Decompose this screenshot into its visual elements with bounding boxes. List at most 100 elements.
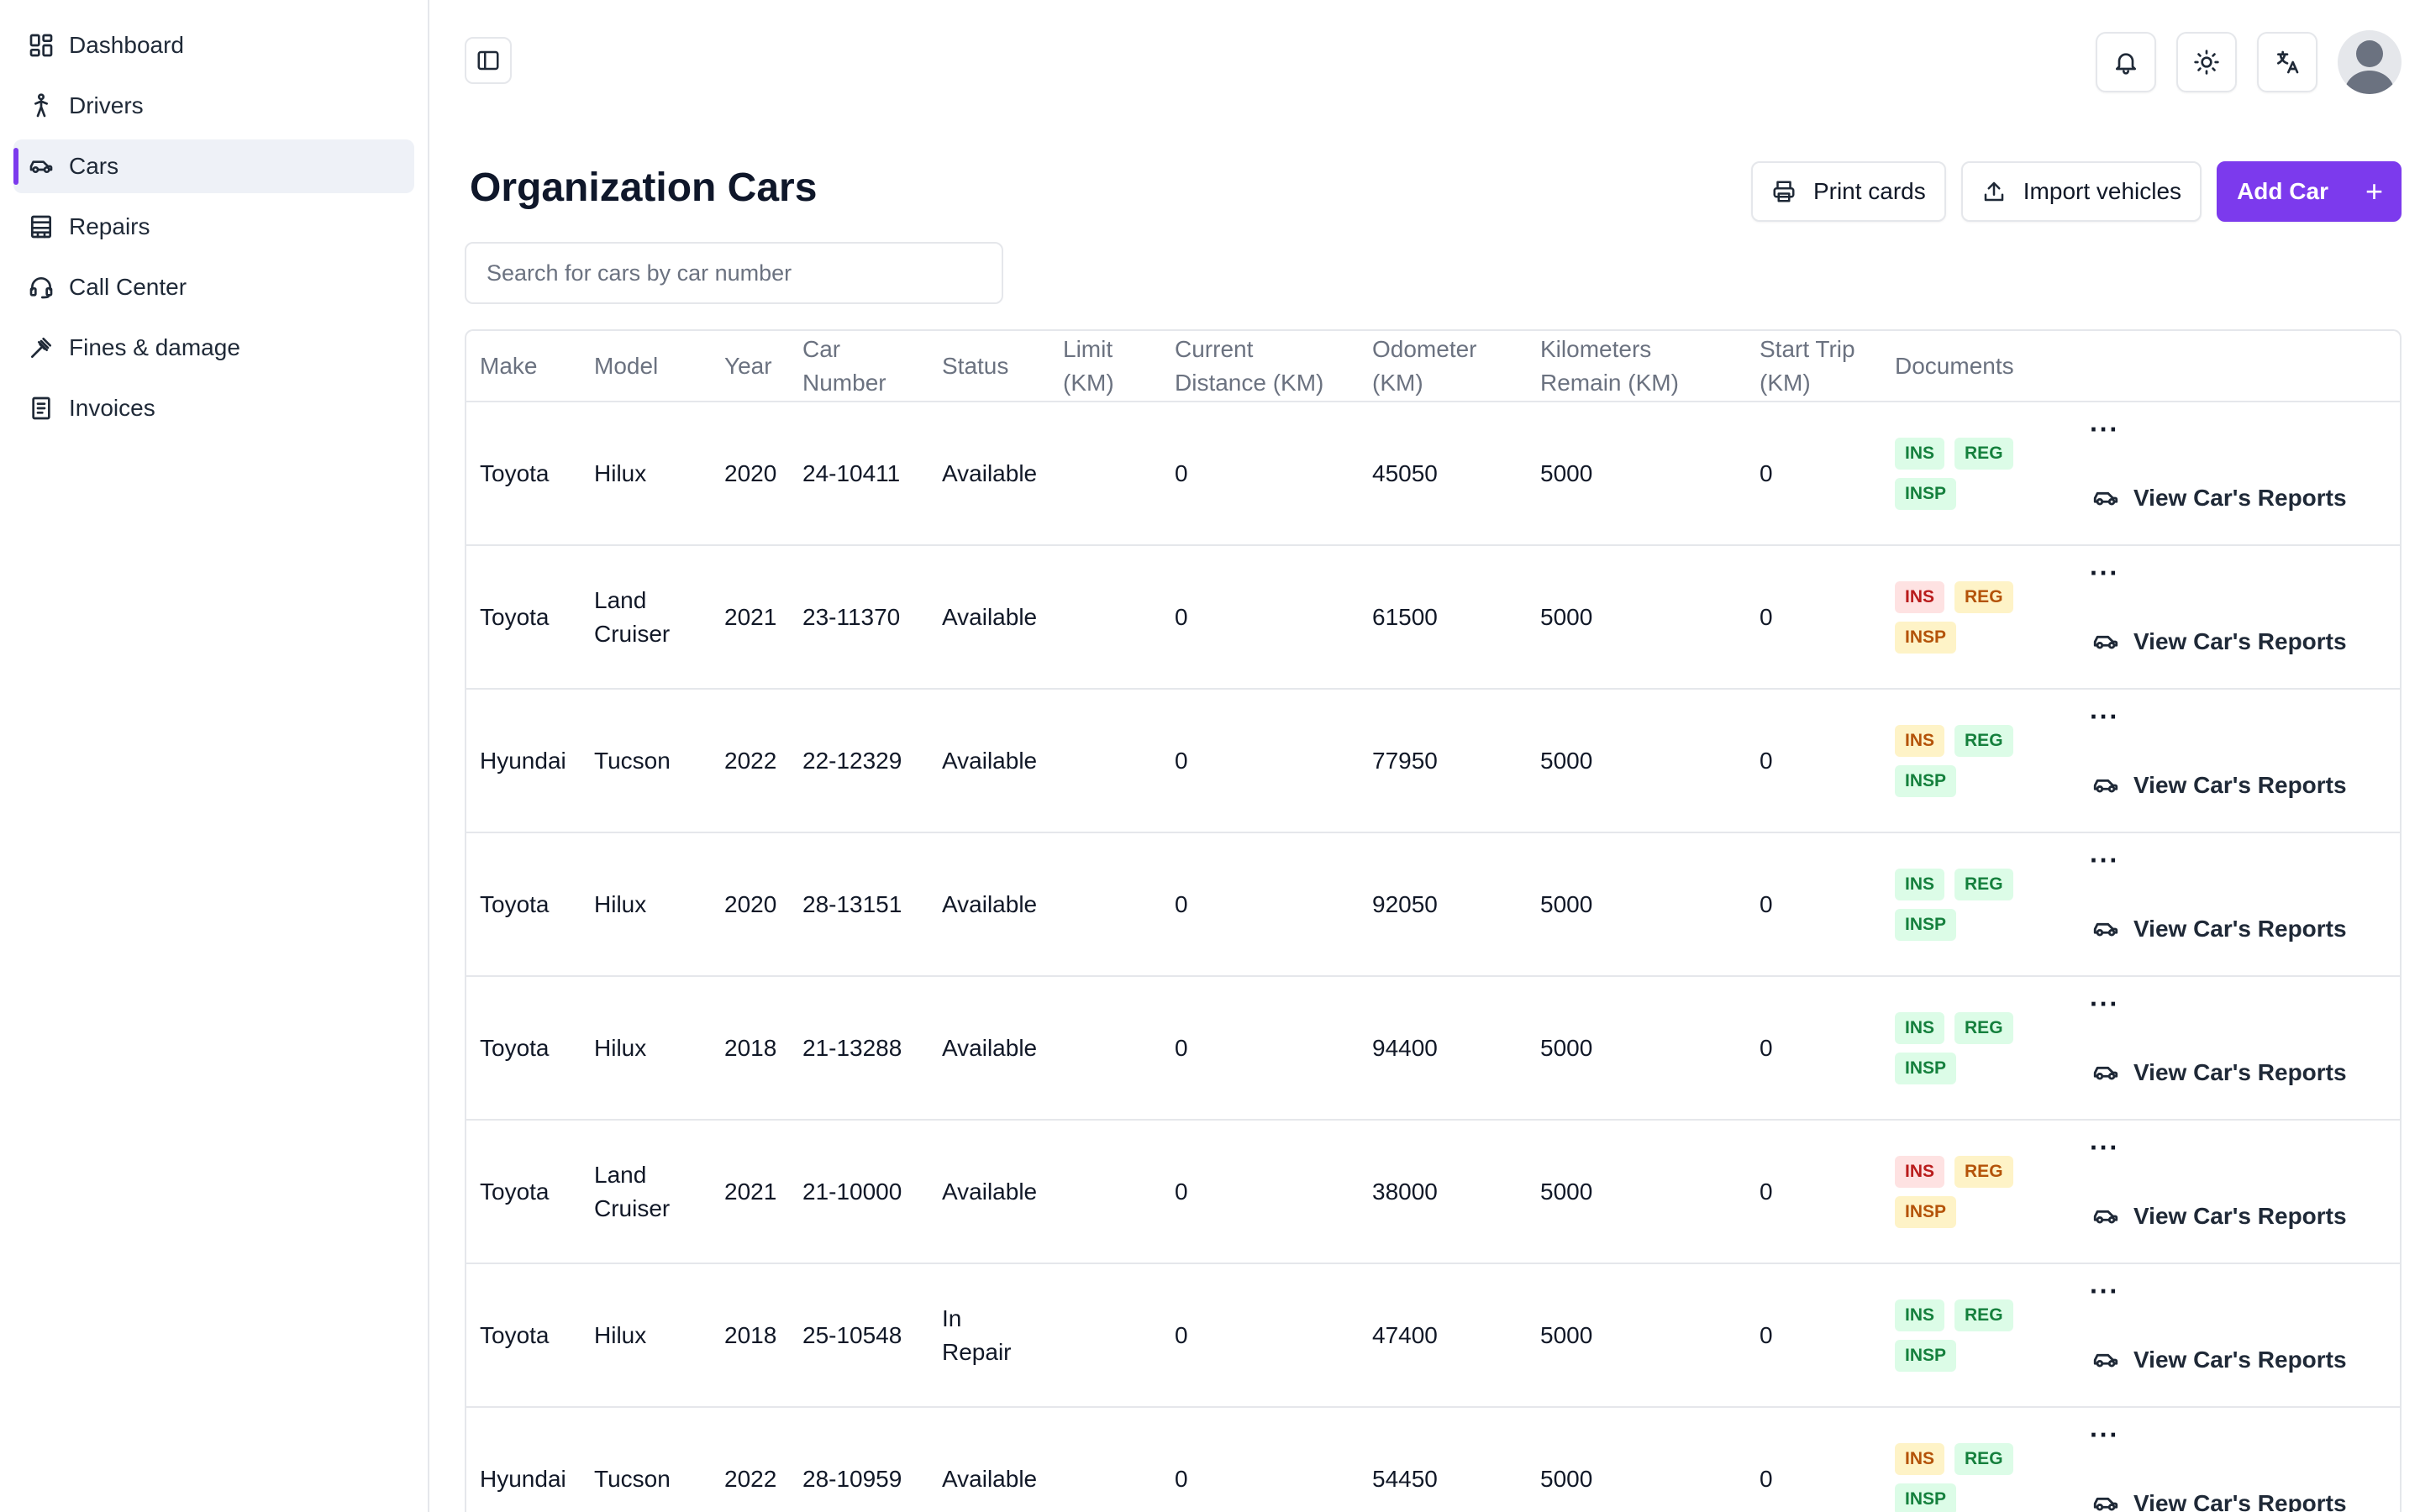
sidebar-item-call-center[interactable]: Call Center [13, 260, 414, 314]
view-reports-link[interactable]: View Car's Reports [2091, 1056, 2347, 1089]
table-row[interactable]: Toyota Hilux 2020 28-13151 Available 0 92050 50… [466, 832, 2400, 977]
document-badge-ins[interactable]: INS [1895, 1011, 1945, 1044]
view-reports-link[interactable]: View Car's Reports [2091, 625, 2347, 659]
notifications-button[interactable] [2096, 32, 2156, 92]
view-reports-link[interactable]: View Car's Reports [2091, 1343, 2347, 1377]
document-badge-reg[interactable]: REG [1954, 868, 2013, 900]
column-header-year[interactable]: Year [711, 331, 789, 402]
document-badge-ins[interactable]: INS [1895, 868, 1945, 900]
document-badge-reg[interactable]: REG [1954, 724, 2013, 757]
column-header-km-remain[interactable]: Kilometers Remain (KM) [1527, 331, 1746, 402]
headset-icon [27, 273, 55, 302]
more-options-button[interactable]: ··· [2090, 1420, 2119, 1450]
cell-odometer: 38000 [1359, 1120, 1527, 1264]
document-badge-insp[interactable]: INSP [1895, 1052, 1957, 1084]
document-badge-insp[interactable]: INSP [1895, 908, 1957, 941]
car-icon [2093, 635, 2118, 649]
table-row[interactable]: Toyota Hilux 2020 24-10411 Available 0 45050 50… [466, 402, 2400, 546]
car-icon [27, 152, 55, 181]
cell-current-distance: 0 [1161, 689, 1359, 833]
sidebar-item-dashboard[interactable]: Dashboard [13, 18, 414, 72]
cell-make: Toyota [466, 402, 581, 546]
sidebar-item-fines[interactable]: Fines & damage [13, 321, 414, 375]
document-badge-ins[interactable]: INS [1895, 1155, 1945, 1188]
document-badge-insp[interactable]: INSP [1895, 1195, 1957, 1228]
column-header-current-distance[interactable]: Current Distance (KM) [1161, 331, 1359, 402]
language-button[interactable] [2257, 32, 2317, 92]
cell-limit [1050, 545, 1161, 690]
cell-model: Tucson [581, 689, 711, 833]
cell-year: 2022 [711, 689, 789, 833]
more-options-button[interactable]: ··· [2090, 701, 2119, 732]
document-badge-insp[interactable]: INSP [1895, 477, 1957, 510]
document-badges: INS REG INSP [1895, 1155, 2029, 1228]
column-header-odometer[interactable]: Odometer (KM) [1359, 331, 1527, 402]
document-badge-insp[interactable]: INSP [1895, 1339, 1957, 1372]
cell-status: In Repair [929, 1263, 1050, 1408]
cell-current-distance: 0 [1161, 545, 1359, 690]
more-options-button[interactable]: ··· [2090, 845, 2119, 875]
theme-toggle-button[interactable] [2176, 32, 2237, 92]
column-header-make[interactable]: Make [466, 331, 581, 402]
top-actions [2096, 30, 2402, 94]
more-options-button[interactable]: ··· [2090, 1132, 2119, 1163]
column-header-model[interactable]: Model [581, 331, 711, 402]
document-badge-reg[interactable]: REG [1954, 1442, 2013, 1475]
column-header-start-trip[interactable]: Start Trip (KM) [1746, 331, 1881, 402]
cell-status: Available [929, 1120, 1050, 1264]
cell-year: 2021 [711, 545, 789, 690]
sidebar-item-drivers[interactable]: Drivers [13, 79, 414, 133]
more-options-button[interactable]: ··· [2090, 989, 2119, 1019]
cell-car-number: 28-13151 [789, 832, 929, 977]
table-row[interactable]: Toyota Land Cruiser 2021 21-10000 Available 0… [466, 1120, 2400, 1264]
view-reports-link[interactable]: View Car's Reports [2091, 1487, 2347, 1512]
sidebar-item-label: Fines & damage [69, 334, 240, 360]
table-row[interactable]: Hyundai Tucson 2022 22-12329 Available 0 77950… [466, 689, 2400, 833]
sidebar-item-repairs[interactable]: Repairs [13, 200, 414, 254]
view-reports-link[interactable]: View Car's Reports [2091, 1200, 2347, 1233]
sidebar-toggle-button[interactable] [465, 37, 512, 84]
view-reports-link[interactable]: View Car's Reports [2091, 481, 2347, 515]
document-badge-reg[interactable]: REG [1954, 580, 2013, 613]
document-badge-ins[interactable]: INS [1895, 724, 1945, 757]
user-avatar[interactable] [2338, 30, 2402, 94]
more-options-button[interactable]: ··· [2090, 414, 2119, 444]
view-reports-link[interactable]: View Car's Reports [2091, 912, 2347, 946]
search-input[interactable] [465, 242, 1003, 304]
table-row[interactable]: Toyota Hilux 2018 21-13288 Available 0 94400 50… [466, 976, 2400, 1121]
sidebar-item-invoices[interactable]: Invoices [13, 381, 414, 435]
sidebar-item-cars[interactable]: Cars [13, 139, 414, 193]
table-row[interactable]: Toyota Hilux 2018 25-10548 In Repair 0 47400 50… [466, 1263, 2400, 1408]
add-car-button[interactable]: Add Car + [2217, 161, 2402, 222]
document-badge-ins[interactable]: INS [1895, 1442, 1945, 1475]
column-header-status[interactable]: Status [929, 331, 1050, 402]
document-badge-reg[interactable]: REG [1954, 1299, 2013, 1331]
document-badge-insp[interactable]: INSP [1895, 764, 1957, 797]
print-cards-button[interactable]: Print cards [1750, 161, 1946, 222]
cell-odometer: 47400 [1359, 1263, 1527, 1408]
document-badge-reg[interactable]: REG [1954, 1011, 2013, 1044]
document-badge-ins[interactable]: INS [1895, 580, 1945, 613]
import-vehicles-button[interactable]: Import vehicles [1960, 161, 2202, 222]
document-badge-insp[interactable]: INSP [1895, 621, 1957, 654]
table-row[interactable]: Hyundai Tucson 2022 28-10959 Available 0 54450… [466, 1407, 2400, 1512]
document-badge-ins[interactable]: INS [1895, 437, 1945, 470]
document-badge-reg[interactable]: REG [1954, 1155, 2013, 1188]
document-badges: INS REG INSP [1895, 580, 2029, 654]
sidebar-item-label: Call Center [69, 274, 187, 300]
cell-car-number: 23-11370 [789, 545, 929, 690]
table-row[interactable]: Toyota Land Cruiser 2021 23-11370 Available 0… [466, 545, 2400, 690]
column-header-limit[interactable]: Limit (KM) [1050, 331, 1161, 402]
document-badge-insp[interactable]: INSP [1895, 1483, 1957, 1512]
cell-documents: INS REG INSP [1881, 976, 2076, 1121]
view-reports-link[interactable]: View Car's Reports [2091, 769, 2347, 802]
more-options-button[interactable]: ··· [2090, 1276, 2119, 1306]
sidebar-item-label: Dashboard [69, 32, 184, 58]
invoice-icon [27, 394, 55, 423]
column-header-car-number[interactable]: Car Number [789, 331, 929, 402]
document-badges: INS REG INSP [1895, 724, 2029, 797]
document-badge-reg[interactable]: REG [1954, 437, 2013, 470]
cell-actions: ··· View Car's Reports [2076, 1120, 2400, 1264]
more-options-button[interactable]: ··· [2090, 558, 2119, 588]
document-badge-ins[interactable]: INS [1895, 1299, 1945, 1331]
